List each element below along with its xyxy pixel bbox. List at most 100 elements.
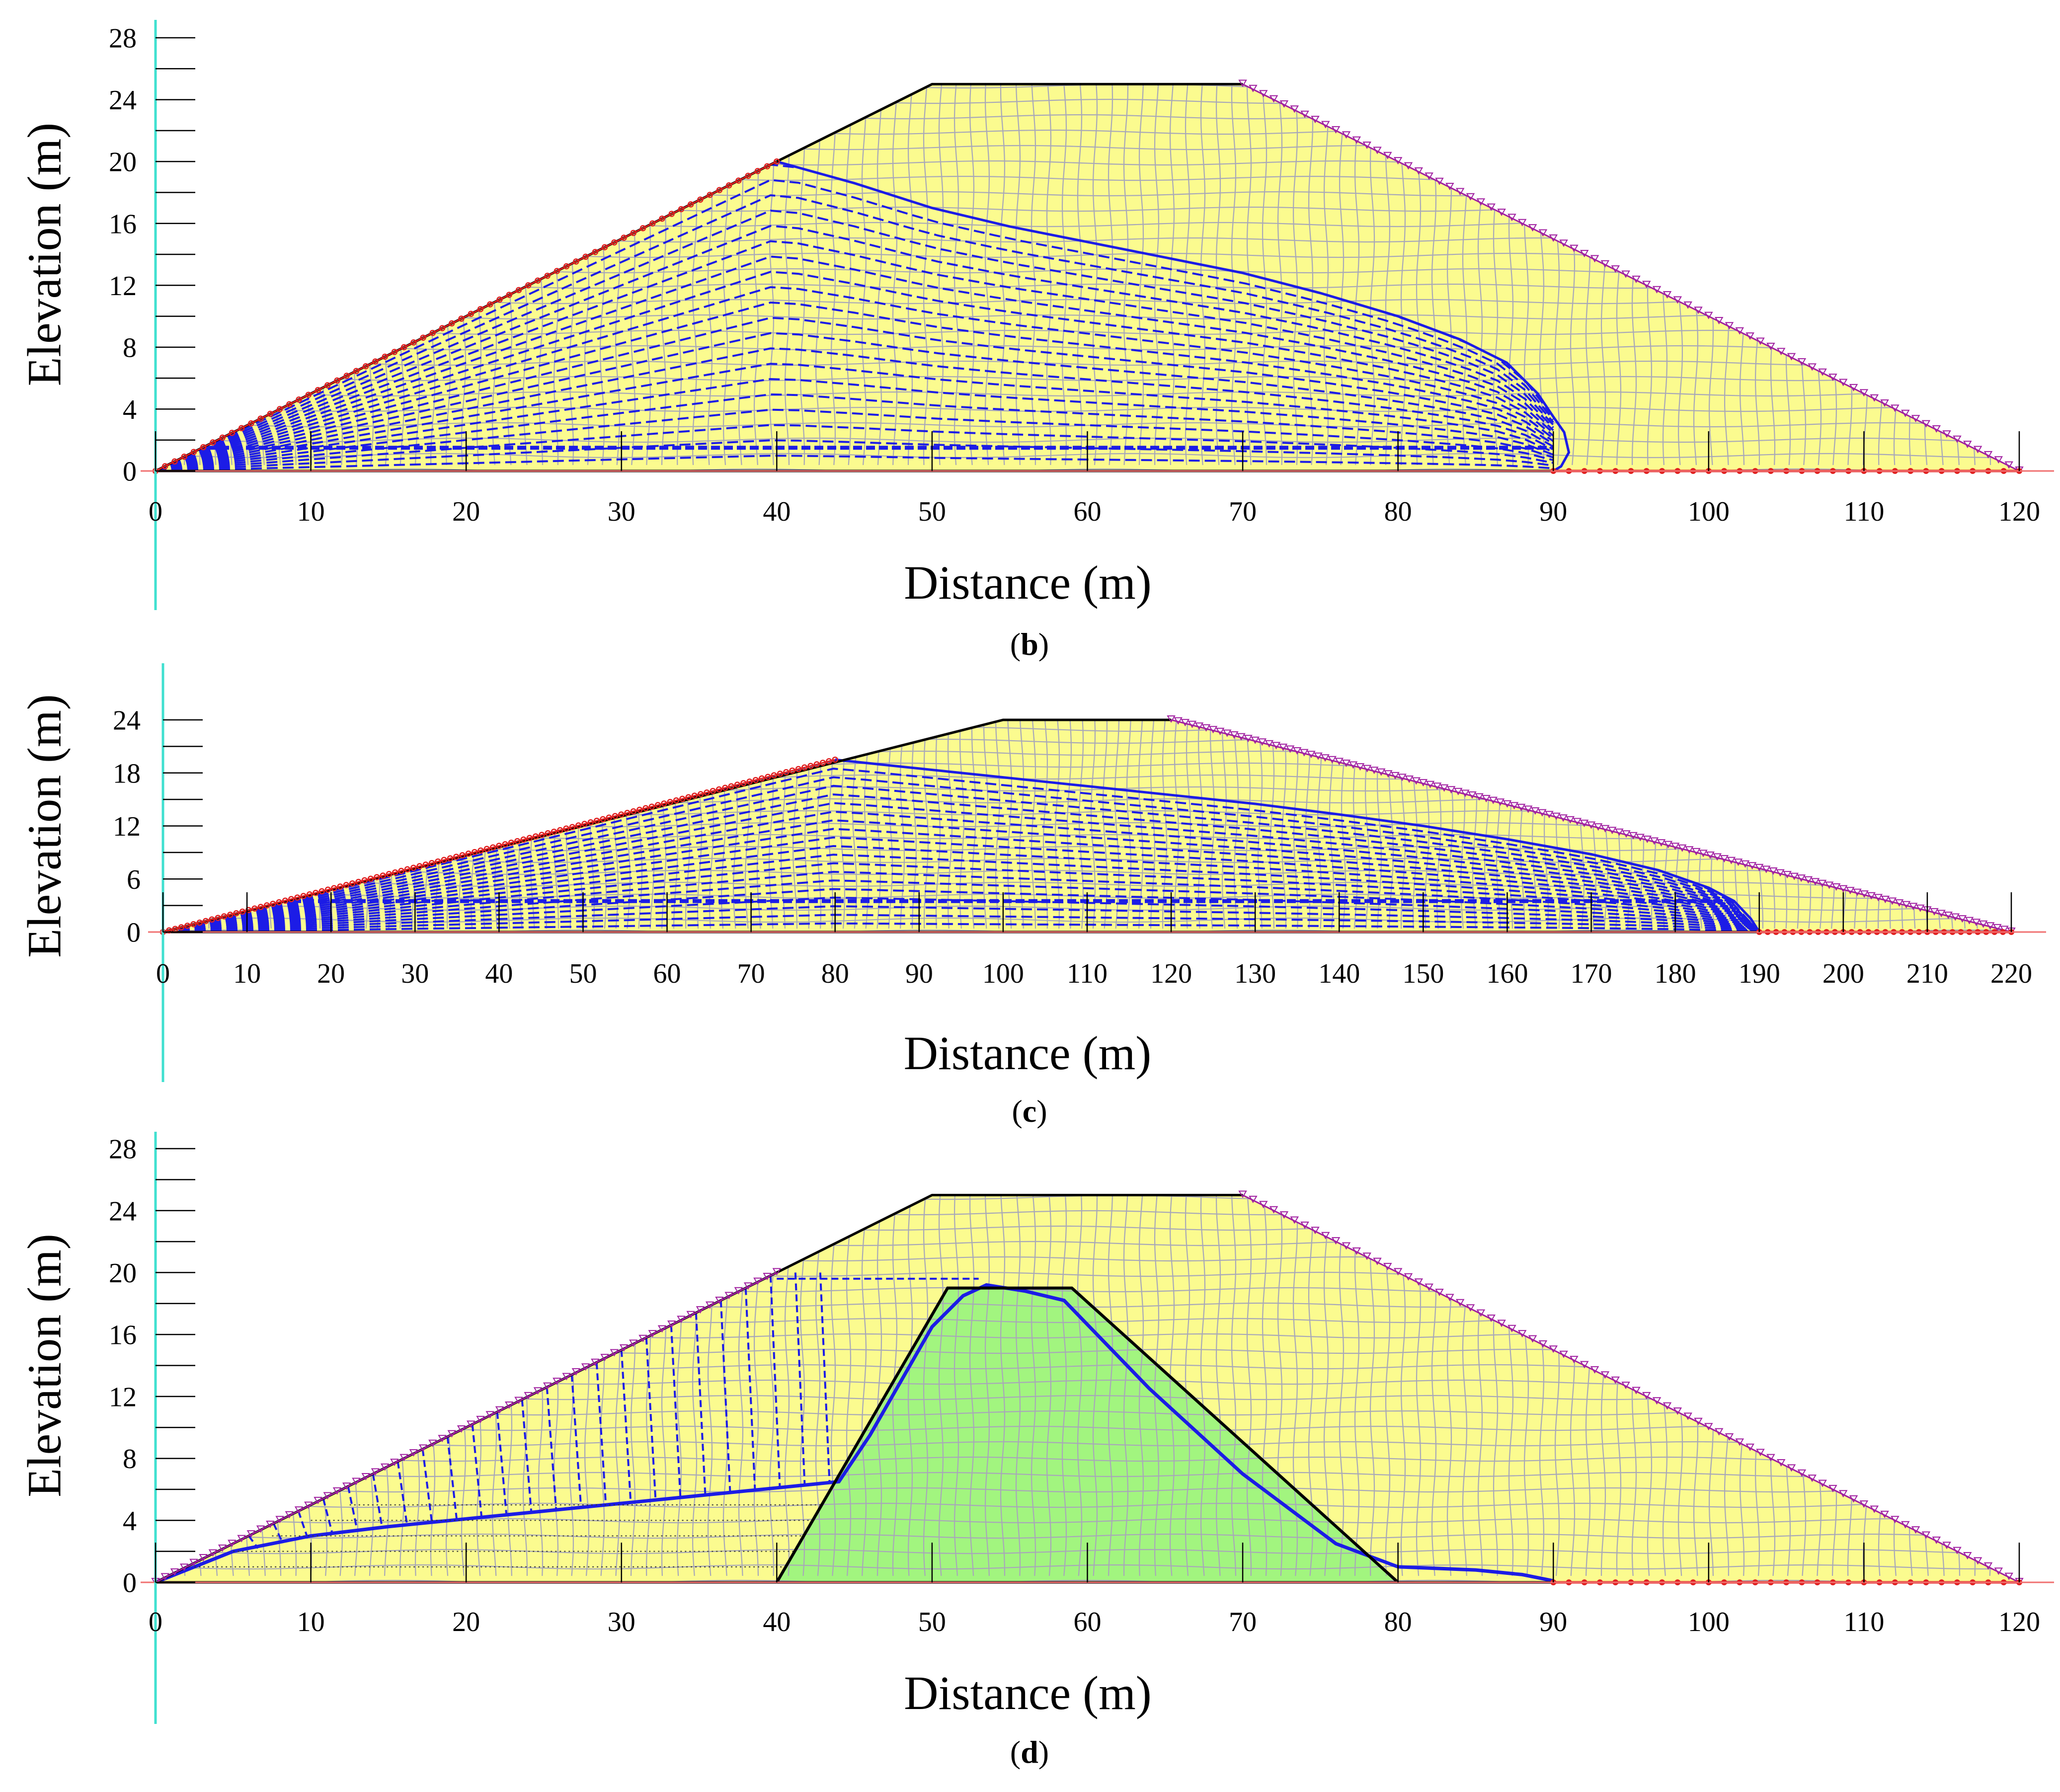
boundary-marker bbox=[1663, 1402, 1672, 1410]
x-tick-label: 90 bbox=[1539, 496, 1567, 527]
mesh-line-vertical bbox=[220, 720, 226, 929]
mesh-line-vertical bbox=[183, 84, 189, 466]
boundary-marker bbox=[832, 756, 838, 763]
mesh-line-vertical bbox=[1162, 720, 1168, 929]
boundary-marker bbox=[697, 791, 704, 797]
boundary-marker bbox=[453, 854, 460, 860]
boundary-marker bbox=[1468, 791, 1477, 799]
x-tick-label: 60 bbox=[1074, 496, 1102, 527]
mesh-line-vertical bbox=[1970, 84, 1976, 466]
y-tick-label: 0 bbox=[127, 918, 141, 948]
boundary-marker bbox=[771, 772, 778, 779]
boundary-marker bbox=[1766, 342, 1775, 350]
boundary-marker bbox=[1362, 142, 1371, 149]
boundary-marker bbox=[826, 758, 832, 765]
boundary-marker bbox=[239, 908, 246, 915]
boundary-marker bbox=[435, 858, 441, 865]
flow-line bbox=[163, 914, 1759, 932]
boundary-marker bbox=[361, 877, 368, 884]
x-tick-label: 60 bbox=[1074, 1607, 1102, 1637]
boundary-marker bbox=[1307, 751, 1316, 759]
boundary-marker bbox=[257, 415, 264, 422]
y-tick-label: 12 bbox=[109, 1382, 137, 1412]
boundary-marker bbox=[705, 1301, 714, 1309]
boundary-marker bbox=[1657, 839, 1666, 847]
boundary-marker bbox=[1735, 327, 1744, 335]
boundary-marker bbox=[228, 1540, 237, 1548]
x-axis: 0 10 20 30 40 50 60 70 80 90 100 110 120 130 140 150 160… bbox=[156, 892, 2032, 989]
boundary-marker bbox=[753, 1277, 762, 1285]
boundary-marker bbox=[1476, 198, 1486, 206]
boundary-marker bbox=[1942, 430, 1951, 438]
flow-line bbox=[163, 768, 1759, 932]
boundary-marker bbox=[1412, 777, 1421, 785]
y-tick-label: 20 bbox=[109, 1258, 137, 1289]
x-tick-label: 120 bbox=[1998, 1607, 2040, 1637]
boundary-marker bbox=[227, 912, 234, 918]
boundary-marker bbox=[160, 1573, 169, 1581]
boundary-marker bbox=[1901, 409, 1910, 417]
boundary-marker bbox=[266, 1520, 275, 1528]
mesh-line-horizontal bbox=[156, 69, 2014, 73]
boundary-marker bbox=[1258, 738, 1267, 746]
y-tick-label: 8 bbox=[123, 332, 137, 363]
boundary-marker bbox=[1404, 162, 1413, 170]
mesh-line-vertical bbox=[1293, 720, 1299, 929]
boundary-marker bbox=[582, 253, 589, 260]
mesh-line-vertical bbox=[2016, 1195, 2019, 1576]
boundary-marker bbox=[2004, 461, 2013, 469]
mesh-line-vertical bbox=[923, 720, 929, 929]
boundary-marker bbox=[178, 924, 185, 931]
caption-paren-close: ) bbox=[1038, 626, 1049, 662]
mesh-line-vertical bbox=[1015, 1195, 1021, 1576]
boundary-marker bbox=[1951, 913, 1960, 921]
flow-line bbox=[163, 810, 1759, 932]
boundary-marker bbox=[600, 1354, 609, 1362]
x-tick-label: 80 bbox=[821, 958, 849, 989]
boundary-marker bbox=[1911, 1526, 1920, 1534]
mesh-line-vertical bbox=[923, 84, 929, 466]
boundary-marker bbox=[639, 225, 646, 232]
boundary-marker bbox=[399, 1454, 408, 1462]
y-tick-label: 28 bbox=[109, 1134, 137, 1165]
boundary-marker bbox=[349, 880, 356, 887]
boundary-marker bbox=[1942, 1542, 1951, 1550]
flow-line bbox=[163, 896, 1759, 932]
x-tick-label: 210 bbox=[1906, 958, 1948, 989]
mesh-line-vertical bbox=[1231, 84, 1237, 466]
boundary-marker bbox=[813, 761, 820, 768]
boundary-marker bbox=[1754, 863, 1764, 871]
boundary-marker bbox=[722, 784, 728, 791]
clay-core bbox=[777, 1288, 1398, 1582]
boundary-marker bbox=[807, 763, 814, 769]
flow-line bbox=[819, 1272, 831, 1484]
boundary-marker bbox=[1818, 368, 1827, 376]
flow-line bbox=[670, 1325, 682, 1499]
x-tick-label: 130 bbox=[1234, 958, 1276, 989]
boundary-marker bbox=[495, 1406, 504, 1414]
mesh-line-vertical bbox=[1262, 1195, 1268, 1576]
boundary-marker bbox=[1279, 1211, 1289, 1219]
boundary-marker bbox=[1311, 1227, 1320, 1235]
mesh-line-vertical bbox=[1893, 1195, 1899, 1576]
mesh-line-vertical bbox=[1123, 1195, 1129, 1576]
boundary-marker bbox=[1704, 312, 1713, 319]
core-outline bbox=[775, 1286, 1399, 1584]
mesh-line-vertical bbox=[1924, 1195, 1930, 1576]
boundary-marker bbox=[218, 1544, 227, 1552]
boundary-marker bbox=[1331, 1237, 1341, 1245]
boundary-marker bbox=[1445, 1294, 1454, 1302]
boundary-marker bbox=[1828, 1484, 1837, 1492]
boundary-marker bbox=[1489, 796, 1498, 804]
boundary-marker bbox=[210, 439, 216, 446]
flow-line bbox=[645, 1337, 657, 1501]
flow-line bbox=[156, 286, 1554, 471]
mesh-line-vertical bbox=[255, 720, 261, 929]
boundary-marker bbox=[1167, 715, 1176, 723]
boundary-marker bbox=[685, 794, 692, 801]
boundary-marker bbox=[471, 849, 478, 856]
boundary-marker bbox=[1983, 451, 1993, 459]
mesh-line-vertical bbox=[172, 720, 178, 929]
x-tick-label: 30 bbox=[608, 1607, 635, 1637]
